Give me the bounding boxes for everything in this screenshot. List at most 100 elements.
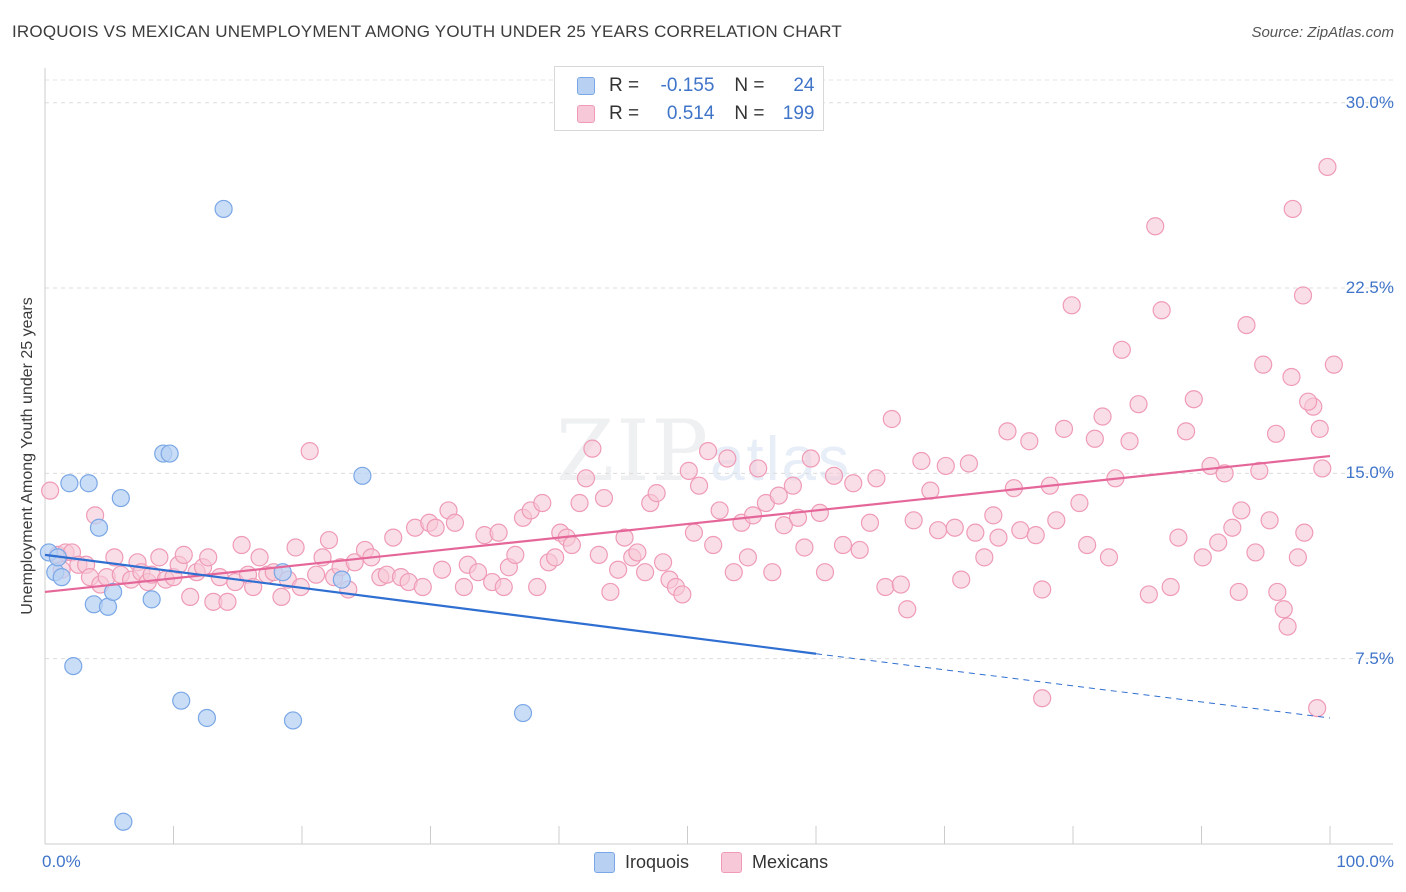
mexicans-point bbox=[105, 548, 124, 567]
legend-row-mexicans: R = 0.514 N = 199 bbox=[577, 102, 815, 126]
mexicans-point bbox=[1268, 582, 1287, 602]
mexicans-point bbox=[232, 535, 251, 555]
mexicans-point bbox=[738, 548, 757, 567]
mexicans-point bbox=[1047, 511, 1066, 530]
iroquois-swatch bbox=[577, 77, 595, 95]
mexicans-point bbox=[1184, 390, 1203, 409]
mexicans-point bbox=[815, 563, 835, 582]
mexicans-point bbox=[833, 535, 853, 555]
mexicans-point bbox=[1129, 395, 1148, 414]
mexicans-point bbox=[795, 538, 814, 557]
mexicans-point bbox=[984, 506, 1003, 525]
iroquois-point bbox=[79, 474, 98, 493]
mexicans-point bbox=[710, 501, 729, 520]
mexicans-point bbox=[307, 565, 326, 584]
mexicans-point bbox=[1169, 528, 1188, 547]
axes bbox=[44, 68, 1393, 845]
iroquois-trend-extension bbox=[815, 653, 1331, 719]
mexicans-point bbox=[576, 469, 596, 488]
mexicans-point bbox=[628, 543, 647, 562]
mexicans-point bbox=[824, 466, 844, 485]
mexicans-point bbox=[1193, 548, 1212, 567]
mexicans-point bbox=[1033, 580, 1052, 599]
mexicans-point bbox=[1146, 217, 1165, 236]
mexicans-point bbox=[998, 422, 1017, 441]
iroquois-point bbox=[114, 812, 133, 831]
mexicans-point bbox=[904, 511, 923, 530]
iroquois-point bbox=[283, 711, 303, 730]
mexicans-point bbox=[1176, 422, 1196, 441]
mexicans-point bbox=[1232, 501, 1251, 520]
mexicans-point bbox=[384, 528, 403, 547]
mexicans-point bbox=[528, 577, 547, 597]
mexicans-point bbox=[546, 548, 565, 567]
mexicans-point bbox=[589, 545, 608, 564]
mexicans-point bbox=[426, 518, 445, 537]
mexicans-point bbox=[562, 535, 581, 555]
mexicans-point bbox=[912, 451, 931, 471]
mexicans-point bbox=[583, 439, 602, 458]
iroquois-point bbox=[60, 474, 79, 493]
mexicans-point bbox=[1085, 429, 1104, 448]
mexicans-point bbox=[1033, 689, 1052, 708]
mexicans-swatch bbox=[577, 105, 595, 123]
mexicans-point bbox=[1209, 533, 1228, 552]
mexicans-point bbox=[468, 563, 488, 582]
iroquois-point bbox=[111, 488, 130, 508]
mexicans-point bbox=[454, 577, 474, 597]
iroquois-points bbox=[39, 199, 533, 831]
y-axis-label: Unemployment Among Youth under 25 years bbox=[19, 297, 36, 615]
mexicans-point bbox=[1026, 526, 1045, 545]
mexicans-point bbox=[1215, 464, 1234, 483]
legend-r-value: -0.155 bbox=[660, 75, 715, 96]
mexicans-point bbox=[882, 409, 901, 429]
iroquois-point bbox=[142, 590, 161, 609]
mexicans-point bbox=[1266, 424, 1286, 443]
mexicans-point bbox=[1152, 301, 1171, 320]
mexicans-point bbox=[673, 585, 692, 604]
mexicans-point bbox=[1254, 355, 1273, 374]
mexicans-point bbox=[1278, 617, 1297, 636]
mexicans-point bbox=[850, 540, 869, 560]
x-tick-min: 0.0% bbox=[42, 852, 81, 871]
mexicans-point bbox=[1318, 157, 1337, 177]
mexicans-point bbox=[989, 528, 1008, 547]
mexicans-point bbox=[445, 513, 465, 532]
mexicans-point bbox=[1246, 543, 1265, 562]
mexicans-legend-label: Mexicans bbox=[752, 852, 829, 872]
iroquois-point bbox=[160, 444, 179, 463]
mexicans-point bbox=[867, 469, 886, 488]
mexicans-point bbox=[698, 442, 718, 461]
mexicans-point bbox=[1139, 585, 1158, 604]
mexicans-point bbox=[936, 456, 955, 476]
mexicans-point bbox=[174, 545, 193, 564]
mexicans-point bbox=[928, 521, 948, 540]
mexicans-point bbox=[250, 548, 269, 567]
mexicans-point bbox=[653, 553, 673, 572]
mexicans-point bbox=[898, 600, 917, 619]
mexicans-point bbox=[952, 570, 971, 589]
mexicans-point bbox=[801, 449, 820, 468]
mexicans-point bbox=[1120, 432, 1139, 451]
source-label: Source: ZipAtlas.com bbox=[1251, 24, 1394, 41]
legend-n-label: N = bbox=[734, 103, 765, 124]
mexicans-point bbox=[1324, 355, 1343, 374]
mexicans-point bbox=[724, 563, 743, 582]
mexicans-point bbox=[783, 476, 802, 495]
mexicans-trend-line bbox=[44, 454, 1331, 594]
mexicans-point bbox=[533, 493, 552, 513]
mexicans-point bbox=[1310, 419, 1329, 438]
mexicans-point bbox=[679, 461, 698, 480]
mexicans-point bbox=[506, 545, 525, 564]
mexicans-point bbox=[494, 577, 513, 597]
mexicans-point bbox=[300, 442, 319, 461]
chart-title: IROQUOIS VS MEXICAN UNEMPLOYMENT AMONG Y… bbox=[12, 22, 842, 41]
y-tick-label: 22.5% bbox=[1345, 278, 1394, 298]
mexicans-points bbox=[41, 157, 1343, 718]
mexicans-point bbox=[891, 575, 910, 594]
mexicans-point bbox=[1293, 286, 1313, 305]
legend-n-label: N = bbox=[734, 75, 765, 96]
mexicans-point bbox=[1070, 493, 1089, 513]
trend-lines bbox=[44, 454, 1331, 719]
y-tick-label: 30.0% bbox=[1345, 92, 1394, 112]
